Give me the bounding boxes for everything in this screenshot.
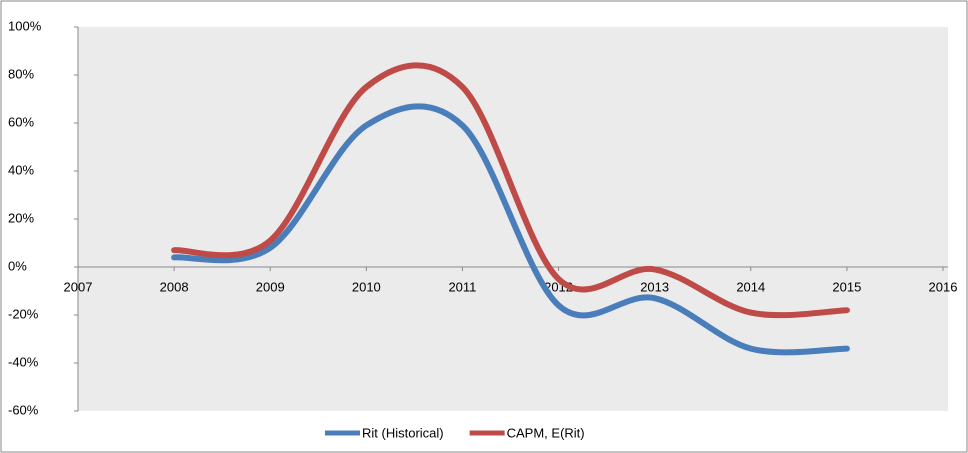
x-tick-label: 2009 bbox=[256, 279, 285, 294]
y-tick-label: -60% bbox=[8, 402, 39, 417]
y-tick-label: -40% bbox=[8, 354, 39, 369]
legend-label: Rit (Historical) bbox=[362, 425, 444, 440]
data-line bbox=[171, 103, 850, 356]
x-tick-label: 2007 bbox=[64, 279, 93, 294]
data-line bbox=[171, 62, 850, 319]
y-tick-label: 80% bbox=[8, 66, 34, 81]
y-tick-label: 20% bbox=[8, 210, 34, 225]
legend-label: CAPM, E(Rit) bbox=[507, 425, 585, 440]
x-tick-label: 2014 bbox=[736, 279, 765, 294]
y-tick-label: 0% bbox=[8, 258, 27, 273]
x-tick-label: 2016 bbox=[929, 279, 958, 294]
x-tick-label: 2010 bbox=[352, 279, 381, 294]
x-tick-label: 2011 bbox=[448, 279, 476, 294]
x-tick-label: 2015 bbox=[832, 279, 861, 294]
x-tick-label: 2013 bbox=[640, 279, 669, 294]
y-tick-label: 60% bbox=[8, 114, 34, 129]
y-tick-label: -20% bbox=[8, 306, 39, 321]
y-tick-label: 100% bbox=[8, 18, 42, 33]
x-tick-label: 2008 bbox=[160, 279, 189, 294]
y-tick-label: 40% bbox=[8, 162, 34, 177]
